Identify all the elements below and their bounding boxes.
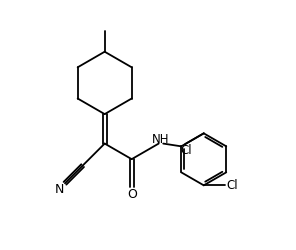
Text: Cl: Cl bbox=[180, 144, 192, 157]
Text: Cl: Cl bbox=[226, 178, 238, 191]
Text: N: N bbox=[55, 182, 64, 196]
Text: O: O bbox=[127, 188, 137, 200]
Text: NH: NH bbox=[152, 133, 169, 146]
